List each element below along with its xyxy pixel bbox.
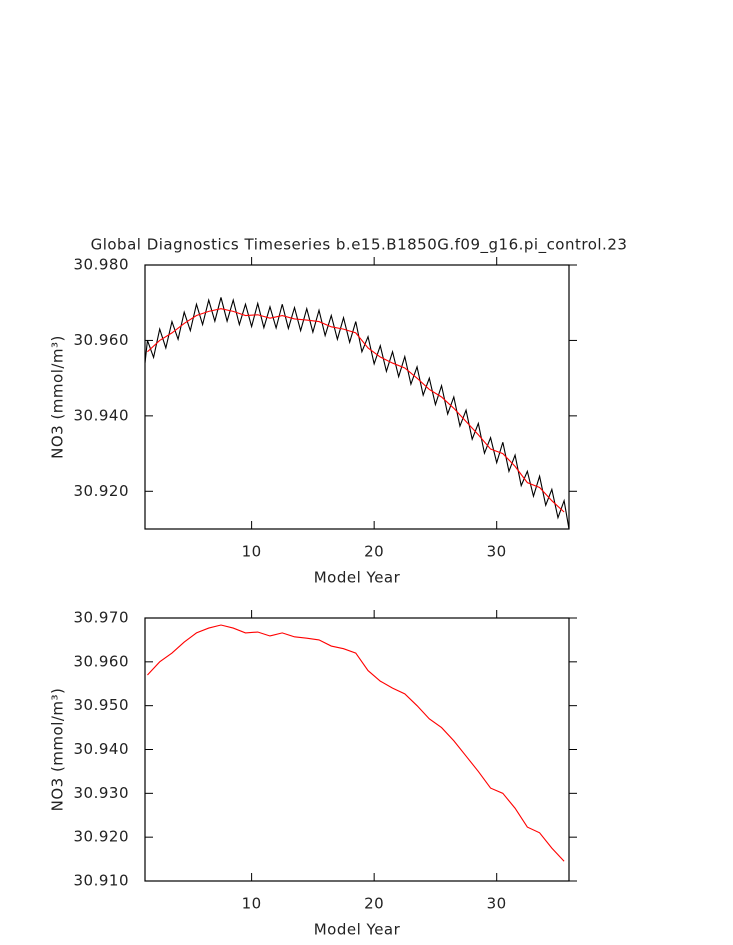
x-tick-label: 30 (487, 543, 507, 561)
x-axis-label: Model Year (314, 569, 401, 587)
series-line (147, 624, 565, 862)
plot-frame (144, 264, 570, 530)
y-tick-label: 30.950 (74, 696, 130, 714)
series-line (144, 297, 570, 530)
chart-title: Global Diagnostics Timeseries b.e15.B185… (91, 236, 628, 255)
x-tick-label: 20 (364, 543, 384, 561)
plot-frame (144, 617, 570, 882)
y-tick-label: 30.980 (74, 256, 130, 274)
y-tick-label: 30.930 (74, 784, 130, 802)
y-tick-label: 30.940 (74, 406, 130, 424)
y-tick-label: 30.940 (74, 740, 130, 758)
x-axis-label: Model Year (314, 921, 401, 939)
y-tick-label: 30.920 (74, 482, 130, 500)
x-tick-label: 20 (364, 895, 384, 913)
series-line (147, 308, 565, 513)
x-tick-label: 10 (242, 543, 262, 561)
y-tick-label: 30.910 (74, 872, 130, 890)
x-tick-label: 30 (487, 895, 507, 913)
y-tick-label: 30.970 (74, 609, 130, 627)
x-tick-label: 10 (242, 895, 262, 913)
y-tick-label: 30.960 (74, 652, 130, 670)
y-axis-label: NO3 (mmol/m³) (49, 688, 67, 812)
y-tick-label: 30.960 (74, 331, 130, 349)
y-axis-label: NO3 (mmol/m³) (49, 335, 67, 459)
y-tick-label: 30.920 (74, 828, 130, 846)
